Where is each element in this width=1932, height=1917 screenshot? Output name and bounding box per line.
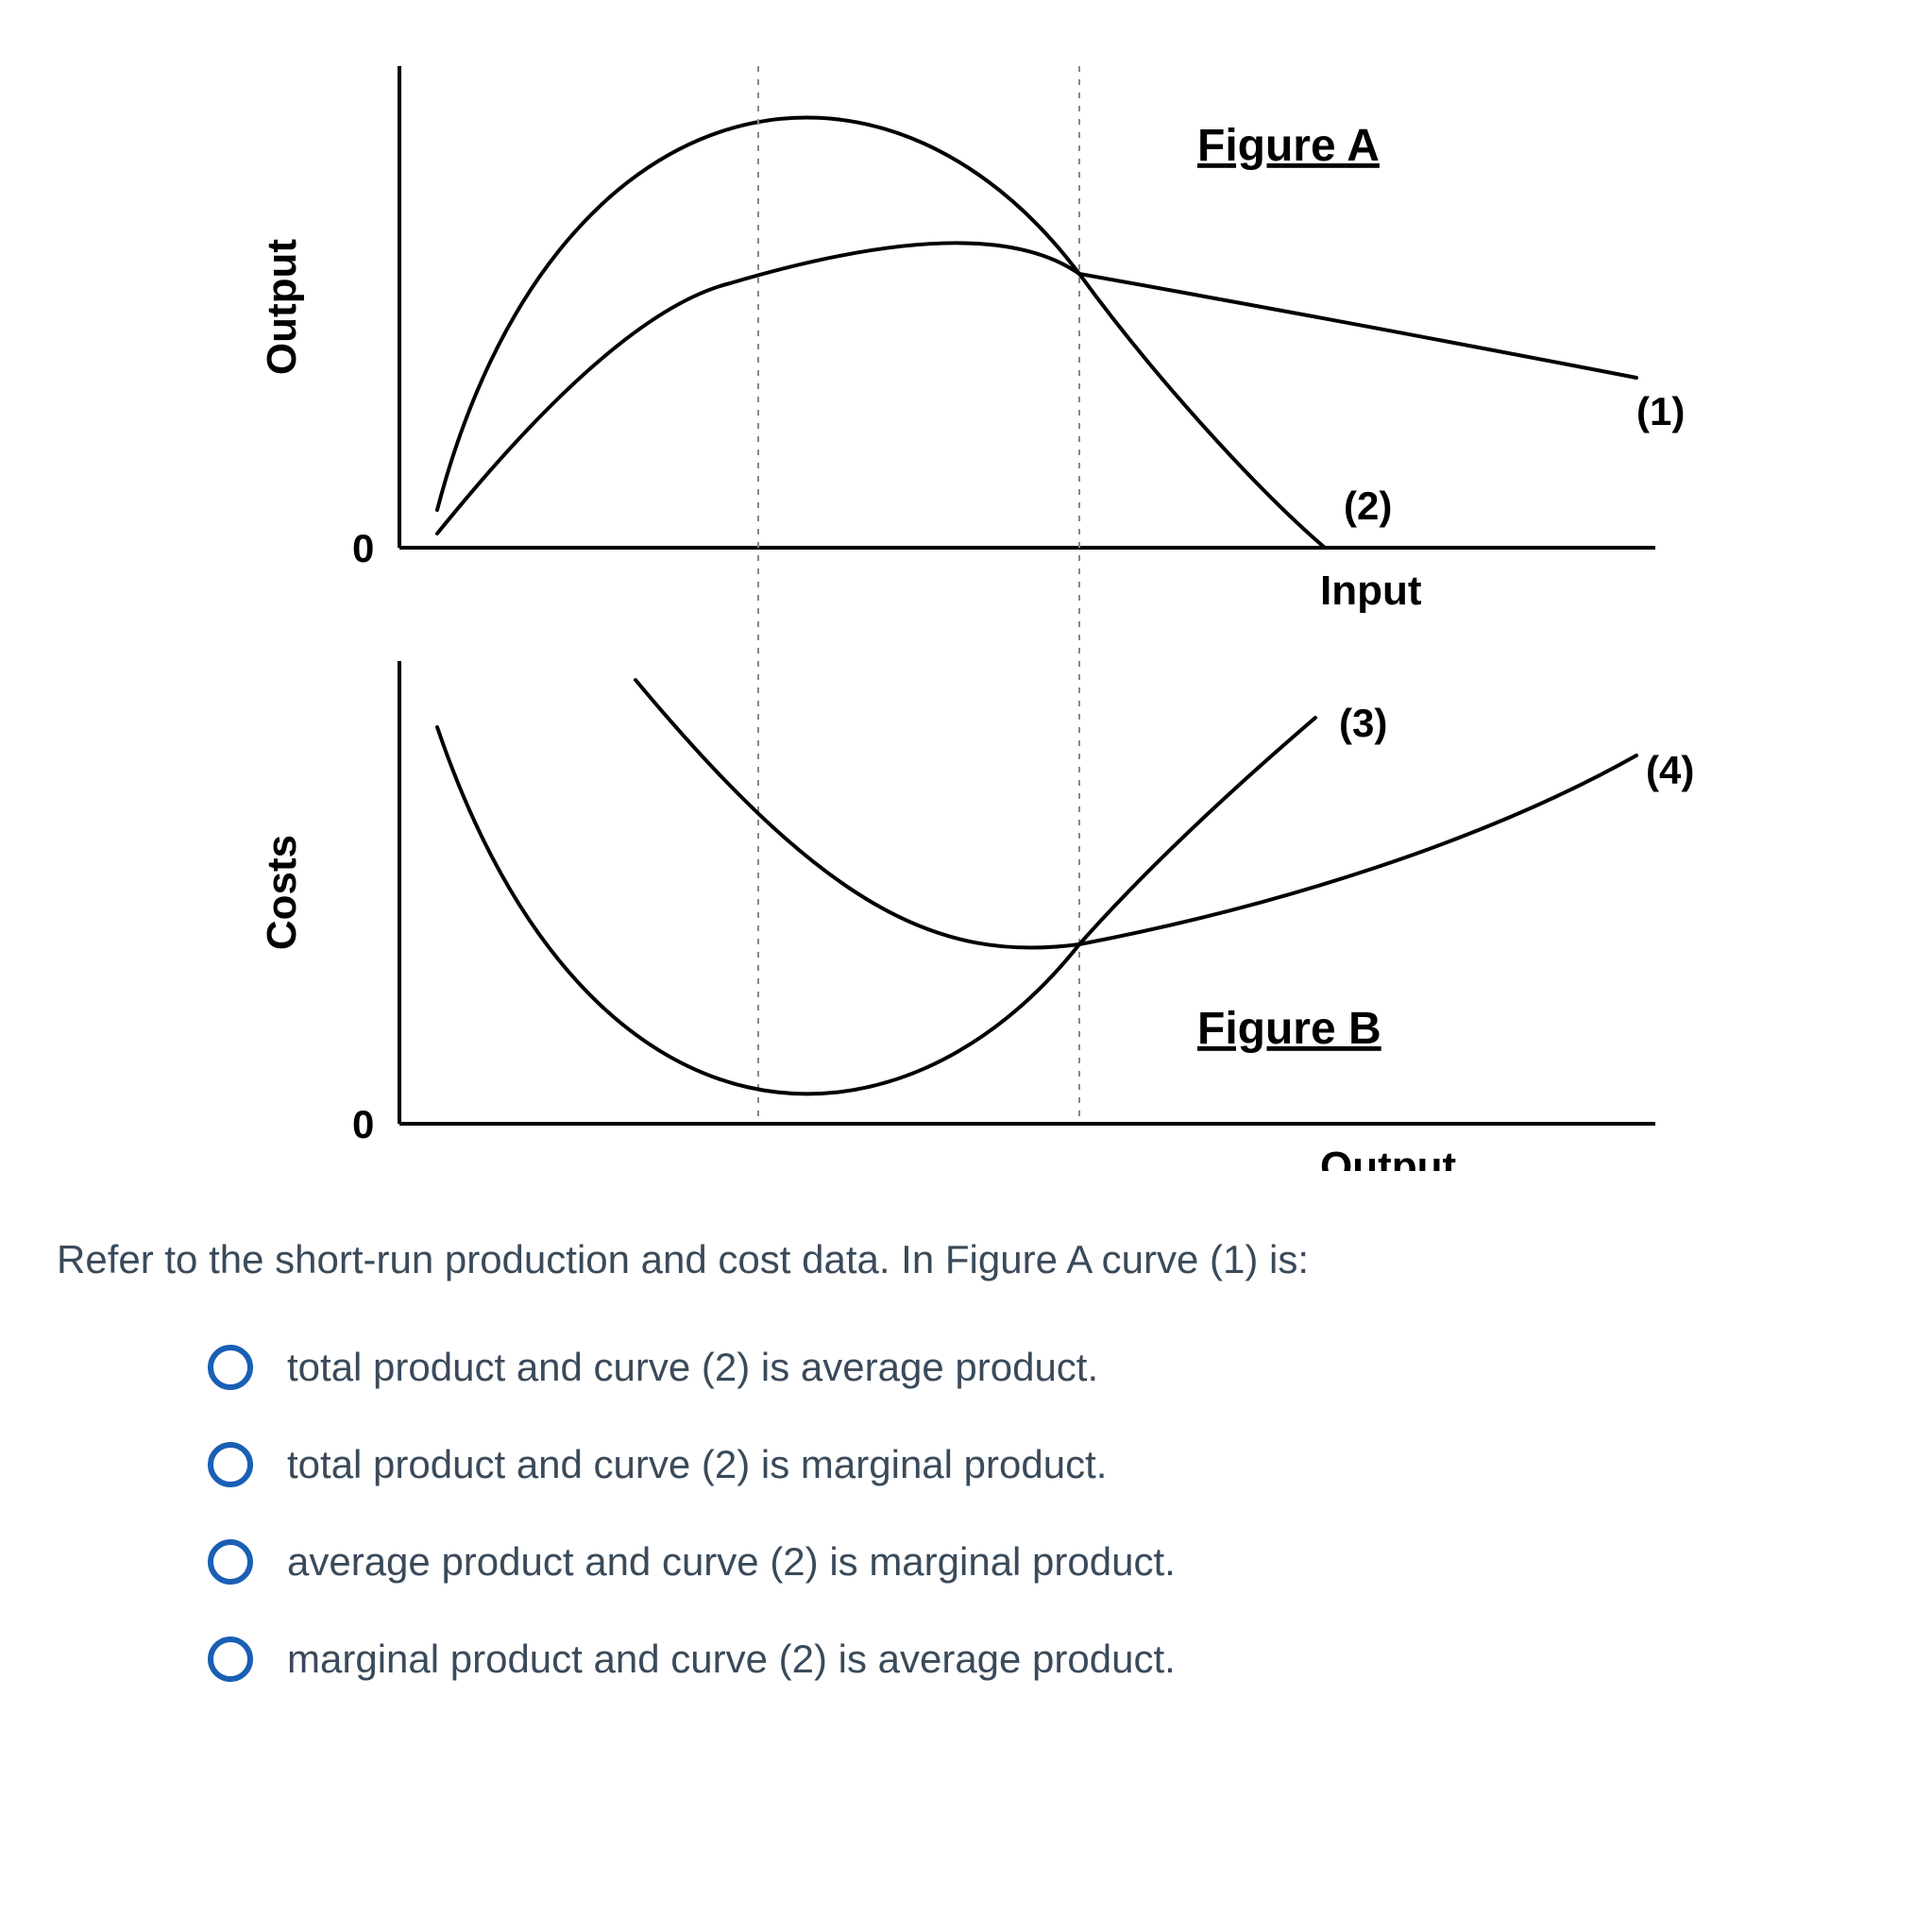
svg-text:0: 0	[352, 526, 374, 570]
svg-text:Figure A: Figure A	[1197, 121, 1380, 171]
option-label: marginal product and curve (2) is averag…	[287, 1637, 1176, 1682]
option-row[interactable]: marginal product and curve (2) is averag…	[208, 1637, 1875, 1682]
svg-text:Costs: Costs	[259, 835, 305, 950]
radio-icon[interactable]	[208, 1539, 253, 1585]
radio-icon[interactable]	[208, 1442, 253, 1487]
question-prompt: Refer to the short-run production and co…	[57, 1232, 1875, 1288]
radio-icon[interactable]	[208, 1637, 253, 1682]
option-row[interactable]: total product and curve (2) is average p…	[208, 1345, 1875, 1390]
svg-text:Input: Input	[1320, 568, 1422, 614]
svg-text:(3): (3)	[1339, 701, 1387, 745]
svg-text:Figure B: Figure B	[1197, 1004, 1381, 1054]
figures-svg: 0 Output Input Figure A (1) (2) 0 Costs Output Fi…	[163, 38, 1769, 1171]
option-label: average product and curve (2) is margina…	[287, 1539, 1176, 1585]
figures-container: 0 Output Input Figure A (1) (2) 0 Costs Output Fi…	[163, 38, 1769, 1176]
option-row[interactable]: average product and curve (2) is margina…	[208, 1539, 1875, 1585]
svg-text:(1): (1)	[1636, 389, 1685, 433]
radio-icon[interactable]	[208, 1345, 253, 1390]
svg-text:(2): (2)	[1344, 483, 1392, 528]
option-row[interactable]: total product and curve (2) is marginal …	[208, 1442, 1875, 1487]
option-label: total product and curve (2) is average p…	[287, 1345, 1098, 1390]
option-label: total product and curve (2) is marginal …	[287, 1442, 1107, 1487]
svg-text:(4): (4)	[1646, 748, 1694, 792]
svg-text:0: 0	[352, 1102, 374, 1146]
svg-text:Output: Output	[259, 239, 305, 376]
options-list: total product and curve (2) is average p…	[208, 1345, 1875, 1682]
svg-text:Output: Output	[1320, 1144, 1457, 1171]
